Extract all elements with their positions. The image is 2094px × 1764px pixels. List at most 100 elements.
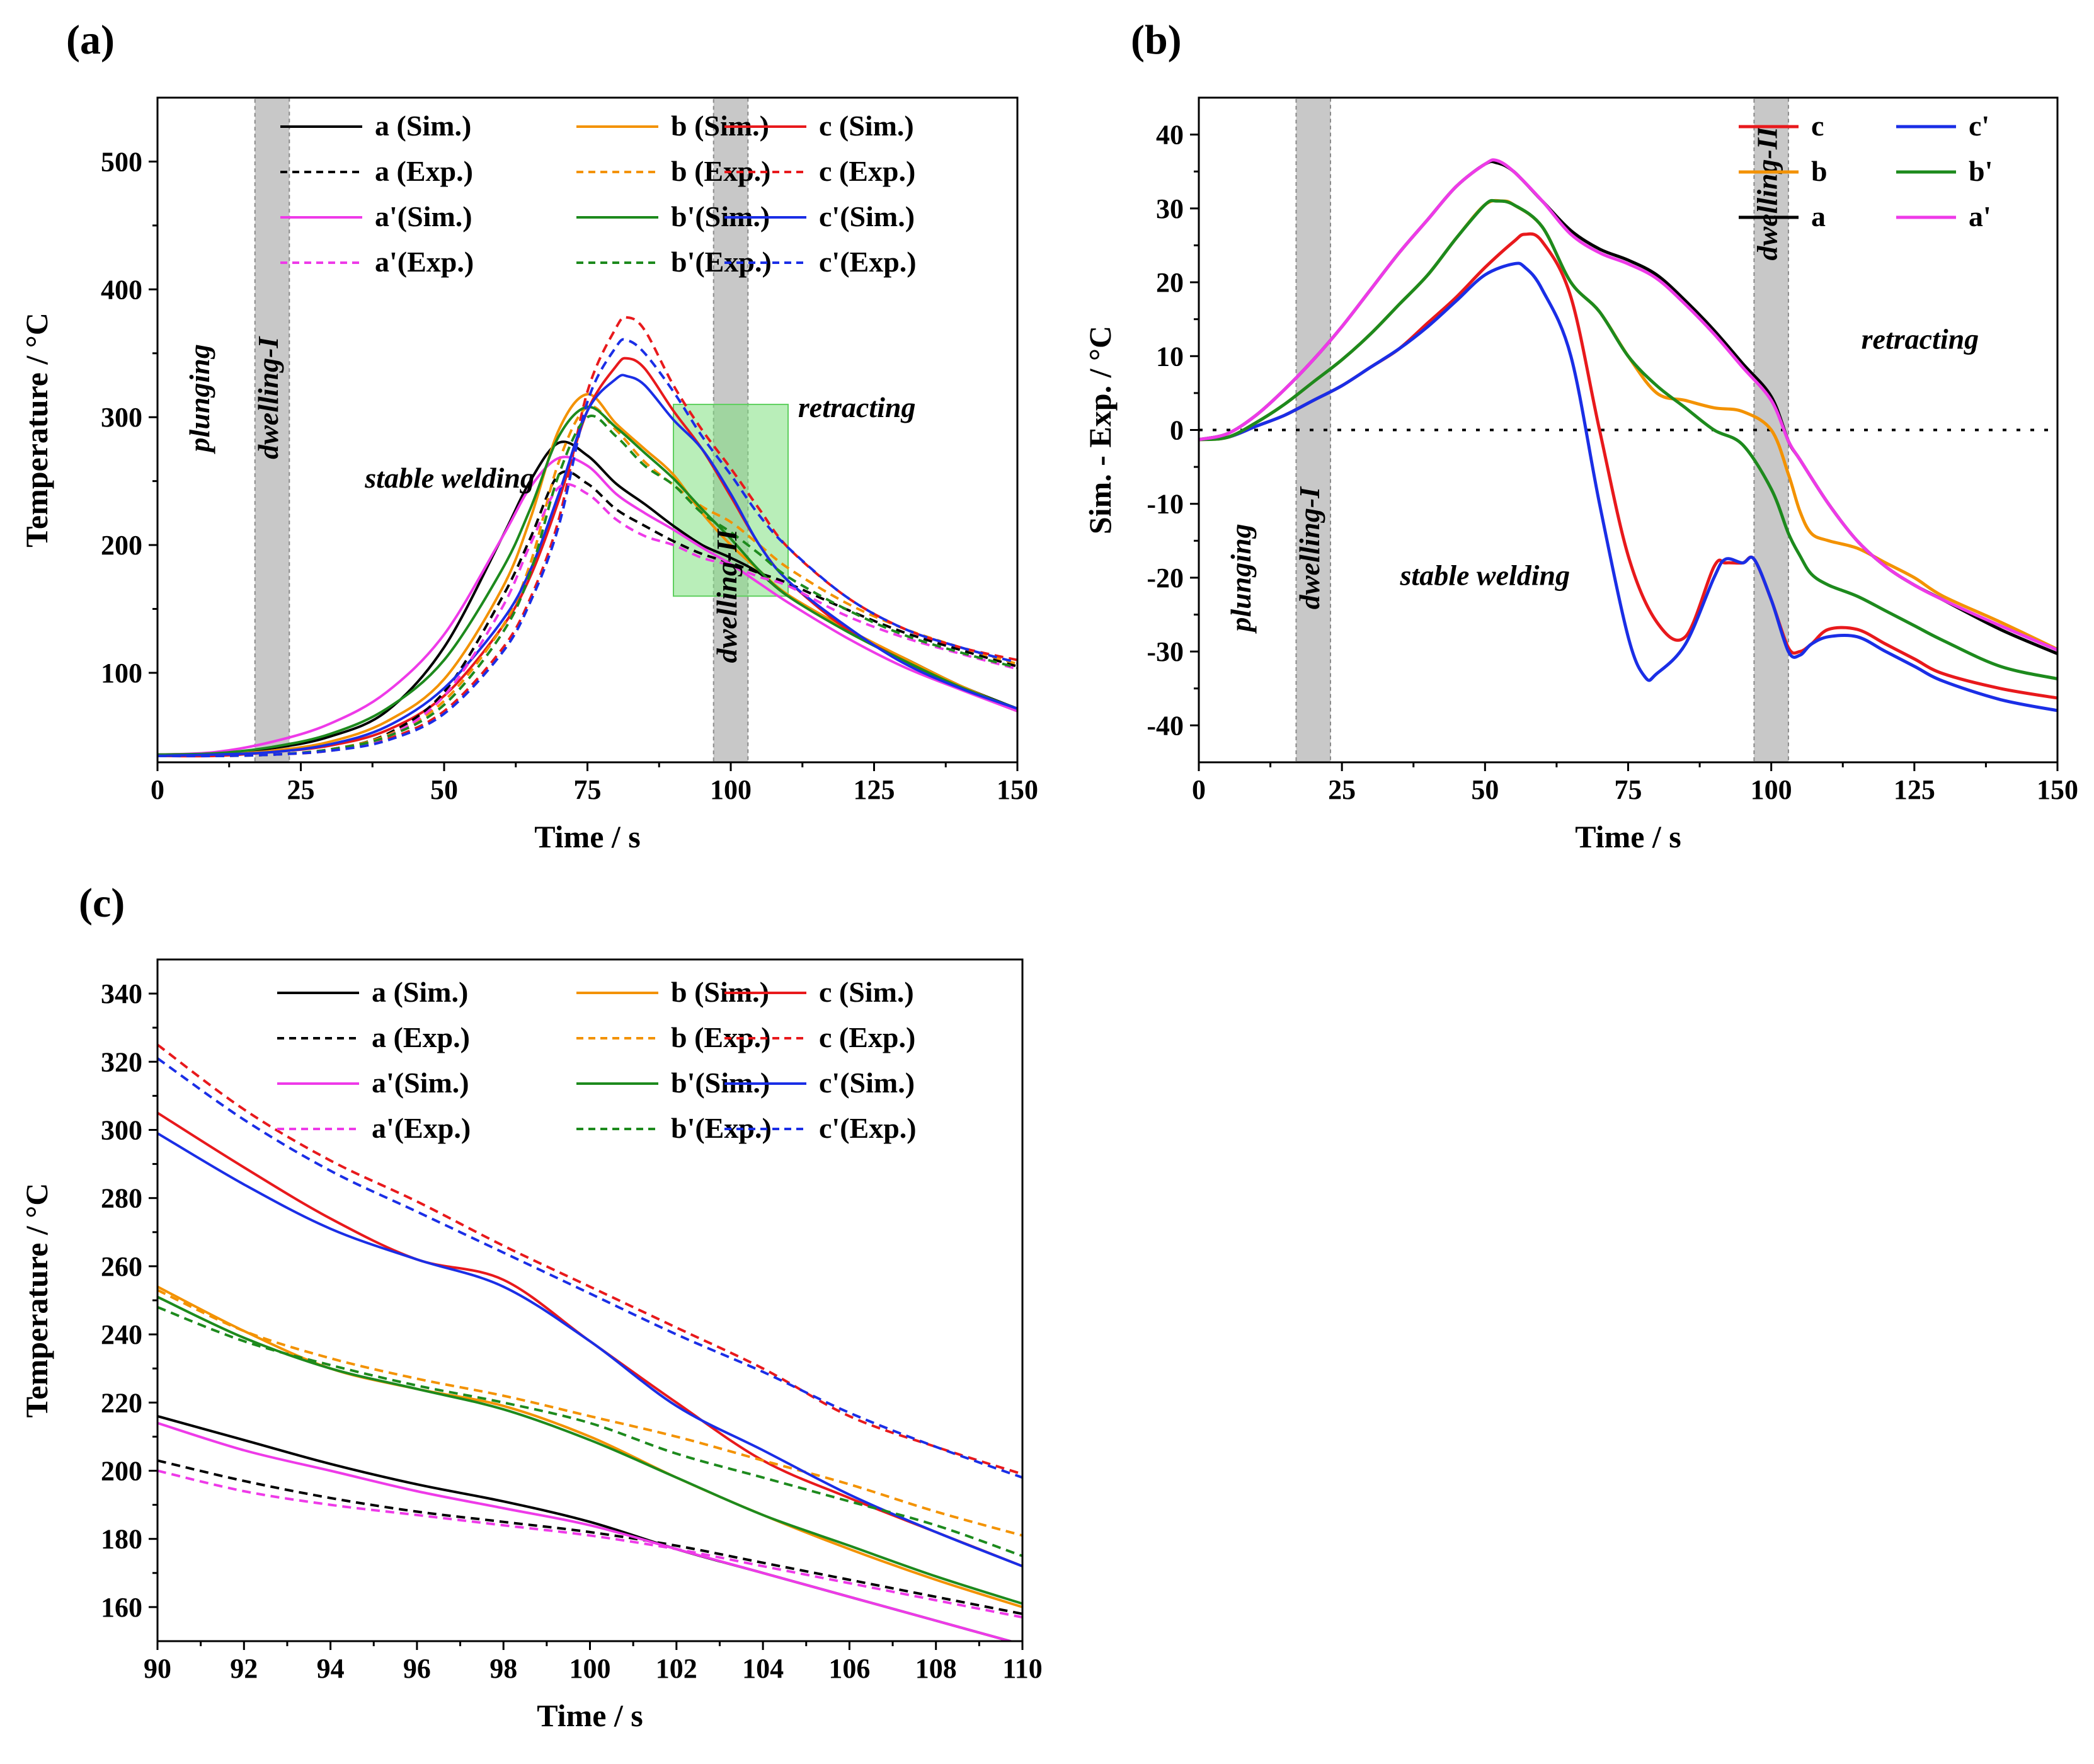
x-tick-label: 100 bbox=[569, 1653, 611, 1684]
x-tick-label: 90 bbox=[144, 1653, 171, 1684]
series-line-b-sim- bbox=[157, 1295, 1022, 1605]
series-line-a-sim- bbox=[157, 1414, 1015, 1641]
legend-label: b (Exp.) bbox=[671, 1021, 770, 1053]
legend-label: c (Sim.) bbox=[819, 976, 914, 1008]
x-tick-label: 102 bbox=[656, 1653, 697, 1684]
phase-annotation: dwelling-I bbox=[252, 336, 284, 459]
series-group bbox=[157, 1043, 1022, 1641]
phase-annotation: dwelling-II bbox=[1751, 125, 1783, 260]
y-tick-label: 220 bbox=[101, 1387, 142, 1418]
phase-annotation: plunging bbox=[183, 344, 215, 454]
y-tick-label: 20 bbox=[1156, 267, 1184, 298]
series-line-b- bbox=[1199, 198, 2057, 680]
y-tick-label: -10 bbox=[1147, 489, 1184, 520]
x-tick-label: 110 bbox=[1002, 1653, 1043, 1684]
y-tick-label: 40 bbox=[1156, 120, 1184, 151]
x-axis-title: Time / s bbox=[1575, 819, 1681, 854]
x-tick-label: 150 bbox=[2037, 774, 2078, 805]
panel-label: (c) bbox=[79, 880, 125, 926]
phase-annotation: stable welding bbox=[1400, 559, 1570, 592]
legend-label: b' bbox=[1969, 155, 1993, 187]
legend-label: c (Sim.) bbox=[819, 110, 914, 142]
x-tick-label: 0 bbox=[151, 774, 164, 805]
y-tick-label: -20 bbox=[1147, 563, 1184, 593]
series-line-c-sim- bbox=[157, 374, 1017, 757]
legend-label: c'(Sim.) bbox=[819, 200, 915, 232]
series-line-b-exp- bbox=[157, 1288, 1022, 1537]
legend: c c' b b' a a' bbox=[1739, 110, 1993, 232]
y-tick-label: 280 bbox=[101, 1183, 142, 1214]
y-axis-title: Temperature / °C bbox=[19, 1183, 54, 1418]
y-tick-label: 200 bbox=[101, 530, 142, 561]
legend-label: b bbox=[1811, 155, 1828, 187]
x-tick-label: 125 bbox=[1894, 774, 1935, 805]
x-axis-title: Time / s bbox=[534, 819, 641, 854]
y-tick-label: 160 bbox=[101, 1592, 142, 1623]
phase-annotation: retracting bbox=[798, 391, 916, 423]
x-axis-title: Time / s bbox=[537, 1698, 643, 1733]
x-tick-label: 50 bbox=[1471, 774, 1499, 805]
legend: a (Sim.) b (Sim.) c (Sim.)a (Exp.) b (Exp.)… bbox=[277, 976, 917, 1144]
legend-label: a (Exp.) bbox=[375, 155, 473, 187]
legend-label: a' bbox=[1969, 200, 1991, 232]
series-line-a-sim- bbox=[157, 1421, 1015, 1641]
legend-label: a (Sim.) bbox=[372, 976, 468, 1008]
legend-label: a'(Exp.) bbox=[375, 246, 474, 278]
x-tick-label: 100 bbox=[1751, 774, 1792, 805]
series-line-c-exp- bbox=[157, 1057, 1022, 1479]
y-tick-label: 180 bbox=[101, 1524, 142, 1555]
x-tick-label: 150 bbox=[997, 774, 1038, 805]
y-tick-label: 320 bbox=[101, 1046, 142, 1077]
y-tick-label: -40 bbox=[1147, 710, 1184, 741]
x-tick-label: 50 bbox=[430, 774, 458, 805]
y-tick-label: 0 bbox=[1170, 415, 1184, 446]
x-tick-label: 75 bbox=[574, 774, 602, 805]
series-line-c-sim- bbox=[157, 1132, 1022, 1567]
x-tick-label: 100 bbox=[710, 774, 752, 805]
series-line-a-exp- bbox=[157, 1469, 1022, 1619]
series-group bbox=[157, 316, 1017, 758]
chart-panel-0: (a) 0 25 50 75 100 125 150 100 200 300 400 500 Time /… bbox=[19, 17, 1038, 854]
phase-annotation: retracting bbox=[1862, 323, 1979, 355]
series-line-a-sim- bbox=[157, 455, 1017, 756]
y-tick-label: 100 bbox=[101, 658, 142, 689]
legend-label: a'(Exp.) bbox=[372, 1112, 471, 1144]
phase-annotation: stable welding bbox=[364, 462, 535, 494]
legend-label: c'(Exp.) bbox=[819, 1112, 917, 1144]
y-tick-label: -30 bbox=[1147, 636, 1184, 667]
y-axis-title: Temperature / °C bbox=[19, 312, 54, 547]
chart-panel-2: (c) 90 92 94 96 98 100 102 104 106 108 110 160 180 200… bbox=[19, 880, 1043, 1733]
y-axis-title: Sim. - Exp. / °C bbox=[1082, 326, 1118, 534]
x-tick-label: 25 bbox=[287, 774, 315, 805]
x-tick-label: 106 bbox=[828, 1653, 870, 1684]
series-line-b-exp- bbox=[157, 1305, 1022, 1557]
y-tick-label: 30 bbox=[1156, 193, 1184, 224]
y-tick-label: 10 bbox=[1156, 341, 1184, 372]
series-line-b-sim- bbox=[157, 1285, 1022, 1608]
series-line-c-exp- bbox=[157, 338, 1017, 758]
y-tick-label: 300 bbox=[101, 1115, 142, 1146]
x-tick-label: 108 bbox=[915, 1653, 957, 1684]
legend-label: c (Exp.) bbox=[819, 155, 915, 187]
y-tick-label: 260 bbox=[101, 1251, 142, 1282]
y-tick-label: 340 bbox=[101, 978, 142, 1009]
panel-label: (b) bbox=[1131, 17, 1182, 63]
legend-label: b (Exp.) bbox=[671, 155, 770, 187]
plot-frame bbox=[156, 958, 1024, 1642]
series-line-b-sim- bbox=[157, 405, 1017, 756]
phase-annotation: plunging bbox=[1225, 524, 1257, 634]
x-tick-label: 0 bbox=[1192, 774, 1206, 805]
phase-annotation: dwelling-II bbox=[711, 528, 743, 663]
x-tick-label: 75 bbox=[1615, 774, 1642, 805]
legend-label: c'(Sim.) bbox=[819, 1067, 915, 1099]
series-line-c- bbox=[1199, 261, 2057, 713]
legend-label: c' bbox=[1969, 110, 1989, 142]
y-tick-label: 400 bbox=[101, 274, 142, 305]
y-tick-label: 240 bbox=[101, 1319, 142, 1350]
y-tick-label: 200 bbox=[101, 1456, 142, 1487]
x-tick-label: 98 bbox=[489, 1653, 517, 1684]
series-line-b-exp- bbox=[157, 415, 1017, 758]
series-group bbox=[1199, 158, 2057, 713]
legend-label: a'(Sim.) bbox=[372, 1067, 469, 1099]
